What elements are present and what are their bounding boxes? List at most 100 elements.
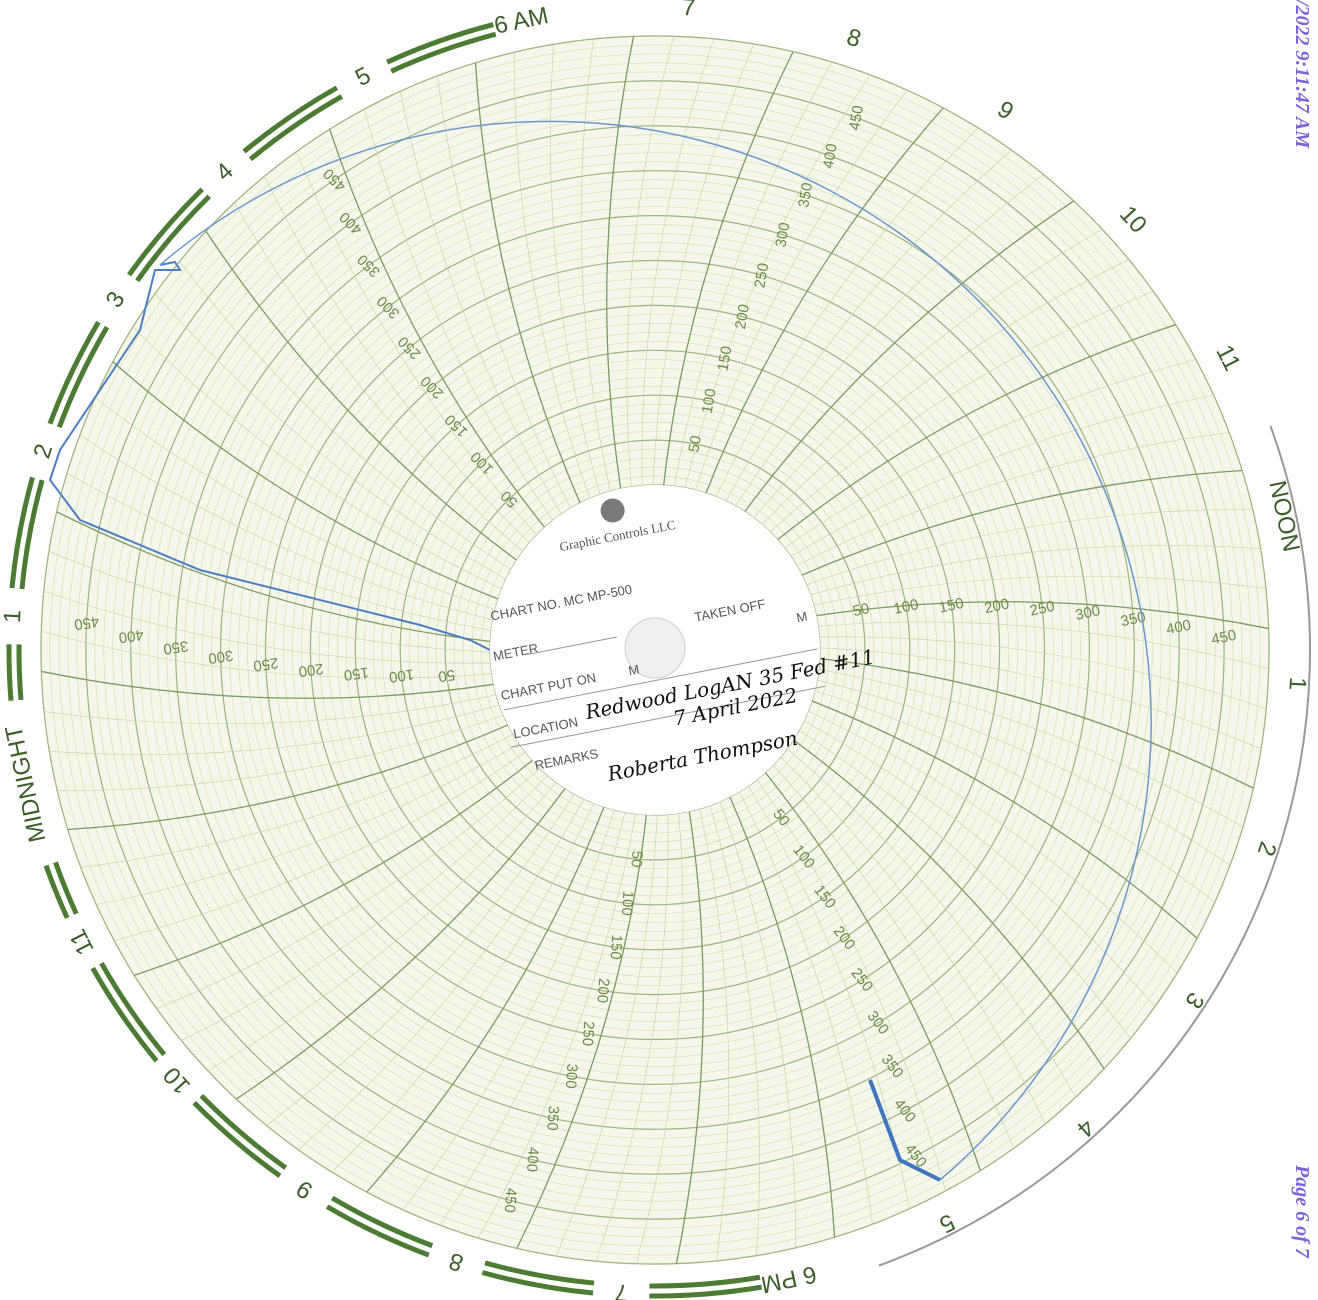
scale-label: 250 xyxy=(1028,598,1056,620)
scale-label: 250 xyxy=(751,262,772,290)
time-line xyxy=(207,782,557,1071)
scale-label: 300 xyxy=(562,1063,581,1089)
timestamp: /2022 9:11:47 AM xyxy=(1291,0,1313,149)
grid-ring xyxy=(480,475,830,825)
scale-label: 150 xyxy=(937,595,965,617)
grid-ring xyxy=(354,349,956,951)
field-label: M xyxy=(795,608,809,625)
time-line xyxy=(550,44,601,495)
scale-label: 350 xyxy=(162,637,189,657)
time-line xyxy=(41,630,492,679)
time-line xyxy=(808,710,1178,974)
time-line xyxy=(780,756,1046,1124)
time-line xyxy=(439,812,626,1226)
time-line xyxy=(814,690,1216,903)
time-line xyxy=(44,694,497,725)
grid-ring xyxy=(238,233,1072,1067)
time-line xyxy=(56,511,491,643)
grid-ring xyxy=(148,143,1162,1157)
scale-label: 400 xyxy=(118,626,145,646)
time-line xyxy=(772,764,1015,1149)
time-line xyxy=(580,39,611,492)
time-line xyxy=(811,700,1198,939)
time-line xyxy=(735,174,1044,507)
rim-bar xyxy=(53,861,79,915)
field-line xyxy=(528,636,617,655)
time-line xyxy=(813,575,1266,606)
grid-ring xyxy=(444,439,866,861)
grid-ring xyxy=(408,403,902,897)
scale-label: 300 xyxy=(1074,602,1102,624)
scale-label: 200 xyxy=(297,660,324,680)
time-line xyxy=(437,75,571,509)
time-line xyxy=(764,772,981,1171)
time-line xyxy=(234,202,523,552)
time-line xyxy=(134,759,533,976)
grid-ring xyxy=(85,80,1225,1220)
scale-label: 450 xyxy=(501,1187,520,1213)
time-line xyxy=(295,151,538,536)
time-line xyxy=(725,149,1012,502)
rim-bar xyxy=(43,864,70,919)
grid-ring xyxy=(94,89,1216,1211)
scale-label: 450 xyxy=(1210,627,1238,649)
scale-label: 350 xyxy=(543,1105,562,1131)
time-line xyxy=(753,229,1103,518)
time-line xyxy=(662,51,794,486)
time-line xyxy=(48,551,491,653)
scale-label: 100 xyxy=(388,665,415,685)
rim-bar xyxy=(248,94,344,162)
time-line xyxy=(817,679,1231,866)
time-line xyxy=(606,36,635,489)
time-line xyxy=(684,74,871,488)
scale-label: 450 xyxy=(73,613,100,633)
time-line xyxy=(705,107,944,494)
grid-ring xyxy=(184,179,1126,1121)
time-line xyxy=(364,109,554,521)
scale-label: 250 xyxy=(579,1021,598,1047)
grid-ring xyxy=(175,170,1135,1130)
time-line xyxy=(818,621,1269,670)
scale-label: 150 xyxy=(343,663,370,683)
time-line xyxy=(402,809,615,1211)
grid-ring xyxy=(40,35,1270,1265)
time-line xyxy=(331,803,595,1173)
rim-bar xyxy=(325,1204,430,1258)
time-line xyxy=(816,601,1269,630)
grid-ring xyxy=(381,376,929,924)
scale-label: 400 xyxy=(1165,617,1193,639)
grid-ring xyxy=(292,287,1018,1013)
scale-label: 350 xyxy=(1119,608,1147,630)
grid-ring xyxy=(346,341,964,959)
time-line xyxy=(729,796,836,1238)
time-line xyxy=(266,793,575,1126)
scale-label: 50 xyxy=(437,666,456,685)
time-line xyxy=(699,808,730,1261)
time-line xyxy=(366,806,605,1193)
time-line xyxy=(803,720,1156,1007)
time-line xyxy=(264,176,530,544)
grid-ring xyxy=(76,71,1234,1229)
grid-ring xyxy=(112,107,1198,1193)
grid-ring xyxy=(337,332,973,968)
rim-bar xyxy=(47,320,101,425)
time-line xyxy=(818,669,1244,828)
time-line xyxy=(769,290,1154,533)
rim-bar xyxy=(192,1101,282,1178)
rim-bar xyxy=(199,1094,288,1170)
rim-bar xyxy=(56,325,110,429)
grid-ring xyxy=(229,224,1081,1076)
scale-label: 300 xyxy=(207,646,234,666)
scale-label: 200 xyxy=(732,303,753,331)
time-line xyxy=(57,714,504,792)
grid-ring xyxy=(58,53,1252,1247)
time-line xyxy=(801,469,1243,576)
grid-ring xyxy=(435,430,875,870)
time-line xyxy=(181,775,549,1041)
hour-label: 1 xyxy=(1283,676,1311,691)
grid: 5010015020025030035040045050100150200250… xyxy=(40,35,1270,1265)
field-line xyxy=(503,648,818,711)
grid-ring xyxy=(67,62,1243,1238)
time-line xyxy=(112,361,499,600)
time-line xyxy=(235,787,566,1100)
